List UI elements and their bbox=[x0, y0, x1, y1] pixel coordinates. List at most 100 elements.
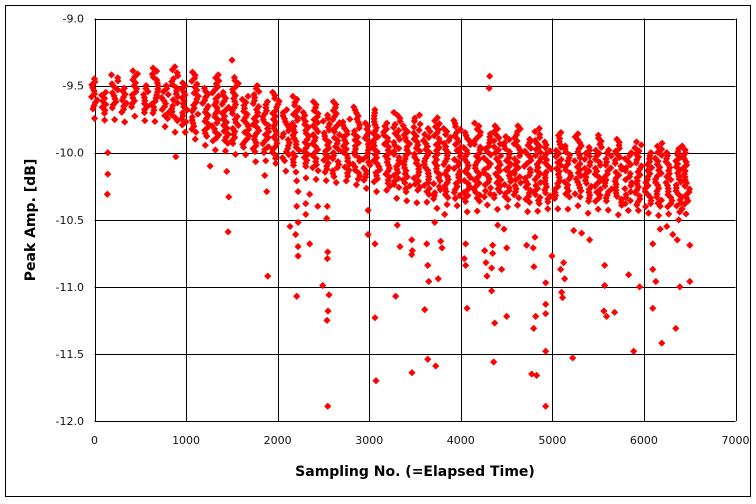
data-point bbox=[365, 128, 373, 136]
data-point bbox=[415, 126, 423, 134]
data-point bbox=[294, 242, 302, 251]
data-point bbox=[295, 146, 303, 154]
data-point bbox=[674, 160, 682, 168]
data-point bbox=[654, 181, 662, 189]
data-point bbox=[456, 152, 464, 161]
data-point bbox=[401, 179, 409, 187]
data-point bbox=[576, 160, 584, 168]
data-point bbox=[194, 110, 202, 118]
data-point bbox=[636, 171, 644, 179]
data-point bbox=[309, 122, 317, 130]
data-point bbox=[604, 206, 612, 214]
data-point bbox=[585, 188, 593, 196]
data-point bbox=[657, 196, 666, 204]
data-point bbox=[391, 129, 399, 138]
data-point bbox=[481, 181, 489, 189]
data-point bbox=[466, 140, 475, 149]
data-point bbox=[576, 193, 584, 201]
data-point bbox=[675, 216, 683, 224]
data-point bbox=[354, 133, 362, 141]
data-point bbox=[362, 184, 371, 192]
data-point bbox=[164, 114, 172, 123]
data-point bbox=[121, 118, 129, 126]
data-point bbox=[351, 151, 359, 159]
data-point bbox=[263, 187, 271, 196]
data-point bbox=[586, 236, 594, 244]
data-point bbox=[433, 129, 441, 137]
data-point bbox=[342, 177, 350, 185]
data-point bbox=[362, 173, 370, 181]
data-point bbox=[533, 166, 541, 175]
data-point bbox=[360, 176, 368, 184]
data-point bbox=[531, 151, 540, 160]
data-point bbox=[224, 228, 232, 236]
data-point bbox=[191, 135, 199, 143]
data-point bbox=[90, 114, 99, 123]
data-point bbox=[273, 139, 281, 147]
data-point bbox=[558, 288, 566, 296]
data-point bbox=[372, 172, 381, 180]
data-point bbox=[490, 143, 498, 151]
data-point bbox=[494, 173, 502, 181]
data-point bbox=[554, 158, 562, 167]
data-point bbox=[339, 121, 347, 129]
data-point bbox=[480, 193, 488, 201]
data-point bbox=[330, 152, 338, 160]
data-point bbox=[531, 190, 539, 199]
data-point bbox=[450, 155, 459, 164]
data-point bbox=[408, 251, 416, 259]
data-point bbox=[601, 182, 609, 190]
data-point bbox=[686, 241, 694, 249]
data-point bbox=[251, 147, 259, 156]
data-point bbox=[426, 127, 434, 136]
data-point bbox=[424, 261, 432, 269]
data-point bbox=[596, 185, 605, 193]
data-point bbox=[483, 201, 491, 209]
data-point bbox=[372, 188, 381, 196]
data-point bbox=[294, 252, 302, 260]
data-point bbox=[511, 188, 520, 196]
data-point bbox=[633, 186, 641, 194]
data-point bbox=[174, 72, 182, 80]
data-point bbox=[423, 151, 431, 160]
data-point bbox=[168, 66, 177, 74]
data-point bbox=[516, 146, 524, 154]
data-point bbox=[541, 144, 550, 152]
data-point bbox=[306, 190, 314, 198]
data-point bbox=[390, 150, 398, 159]
data-point bbox=[208, 89, 217, 97]
data-point bbox=[554, 205, 562, 213]
data-point bbox=[250, 135, 259, 144]
data-point bbox=[577, 187, 585, 195]
data-point bbox=[536, 142, 544, 151]
data-point bbox=[424, 178, 432, 187]
data-point bbox=[382, 125, 391, 133]
data-point bbox=[595, 194, 603, 202]
data-point bbox=[171, 128, 179, 136]
data-point bbox=[544, 162, 552, 170]
data-point bbox=[451, 131, 459, 140]
data-point bbox=[354, 175, 362, 183]
data-point bbox=[302, 200, 310, 208]
data-point bbox=[481, 247, 489, 255]
data-point bbox=[626, 170, 634, 178]
data-point bbox=[100, 116, 109, 124]
data-point bbox=[331, 104, 340, 112]
data-point bbox=[503, 312, 511, 320]
data-point bbox=[484, 178, 492, 186]
data-point bbox=[486, 160, 494, 168]
data-point bbox=[443, 178, 451, 187]
data-point bbox=[410, 123, 418, 131]
data-point bbox=[261, 131, 269, 139]
data-point bbox=[548, 252, 556, 260]
data-point bbox=[153, 67, 161, 75]
data-point bbox=[663, 152, 672, 160]
data-point bbox=[432, 362, 440, 370]
data-point bbox=[372, 169, 380, 177]
data-point bbox=[416, 147, 424, 155]
data-point bbox=[355, 124, 363, 132]
data-point bbox=[582, 179, 591, 187]
data-point bbox=[576, 184, 584, 192]
data-point bbox=[239, 143, 248, 151]
data-point bbox=[597, 143, 606, 151]
